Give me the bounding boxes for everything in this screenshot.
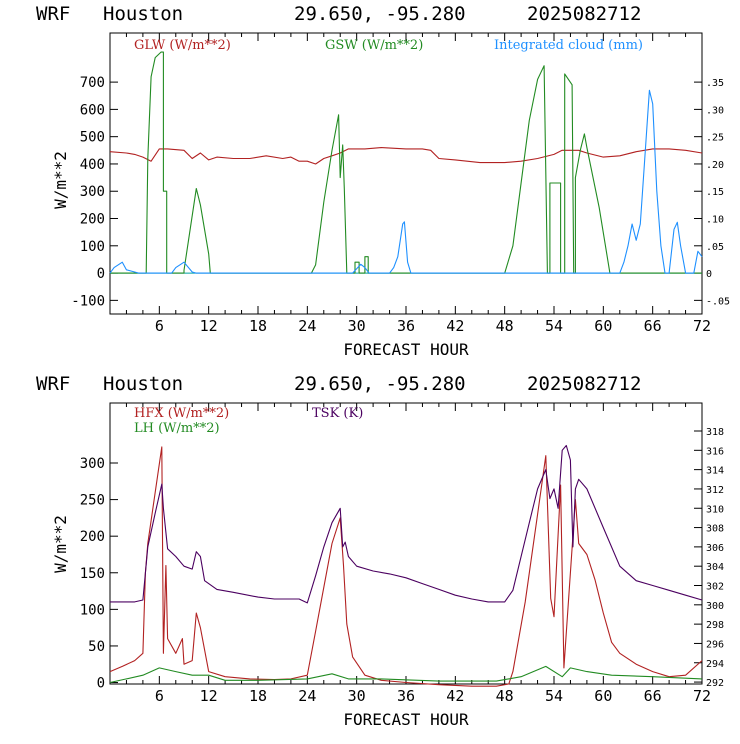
panel1-y-axis-title: W/m**2 (51, 151, 70, 209)
panel1-coords-label: 29.650, -95.280 (294, 3, 466, 25)
panel2-legend-tsk: TSK (K) (312, 406, 363, 421)
p2-xtick-label: 54 (545, 687, 563, 705)
panel1-model-label: WRF (36, 3, 70, 25)
p1-ytick-left-label: 500 (80, 130, 105, 146)
panel1-left-y-axis: -100 0 100 200 300 400 500 600 700 (71, 75, 118, 309)
p1-ytick-left-label: 0 (97, 266, 105, 282)
p2-ytick-left-label: 150 (80, 566, 105, 582)
p1-ytick-left-label: 600 (80, 102, 105, 118)
p2-ytick-right-label: 318 (706, 427, 724, 438)
p1-ytick-right-label: .20 (706, 160, 724, 171)
panel2-legend-lh: LH (W/m**2) (134, 421, 220, 436)
panel1-location-label: Houston (103, 3, 183, 25)
p2-xtick-label: 24 (298, 687, 316, 705)
panel1-x-axis-title: FORECAST HOUR (343, 340, 469, 359)
p2-ytick-right-label: 302 (706, 582, 724, 593)
panel1-legend-glw: GLW (W/m**2) (134, 38, 231, 53)
p1-xtick-label: 12 (200, 317, 218, 335)
panel2-x-axis: 6 12 18 24 30 36 42 48 54 60 66 72 (125, 403, 711, 705)
p2-xtick-label: 18 (249, 687, 267, 705)
p2-ytick-right-label: 298 (706, 620, 724, 631)
p1-ytick-left-label: -100 (71, 293, 105, 309)
p1-series-glw-w-m-2 (109, 147, 703, 165)
p2-ytick-right-label: 304 (706, 562, 724, 573)
p1-series-gsw-w-m-2 (110, 51, 702, 274)
p1-xtick-label: 6 (155, 317, 164, 335)
panel2-legend-hfx: HFX (W/m**2) (134, 406, 229, 421)
p1-ytick-right-label: 0 (706, 269, 712, 280)
p1-xtick-label: 48 (496, 317, 514, 335)
p2-xtick-label: 48 (496, 687, 514, 705)
panel1-x-axis: 6 12 18 24 30 36 42 48 54 60 66 72 (125, 33, 711, 335)
panel2-right-y-axis: 292 294 296 298 300 302 304 306 308 310 312 314 316 3… (694, 427, 724, 689)
p2-ytick-left-label: 300 (80, 456, 105, 472)
panel2-y-axis-title: W/m**2 (51, 515, 70, 573)
p2-ytick-left-label: 250 (80, 493, 105, 509)
panel1-legend-cloud: Integrated cloud (mm) (494, 38, 643, 53)
p2-ytick-left-label: 50 (88, 639, 105, 655)
panel2-location-label: Houston (103, 373, 183, 395)
panel1-right-y-axis: -.05 0 .05 .10 .15 .20 .25 .30 .35 (694, 78, 730, 307)
p1-ytick-left-label: 300 (80, 184, 105, 200)
p2-ytick-right-label: 308 (706, 524, 724, 535)
p2-xtick-label: 42 (446, 687, 464, 705)
p1-xtick-label: 60 (594, 317, 612, 335)
p2-series-tsk-k (110, 444, 703, 604)
p2-xtick-label: 6 (155, 687, 164, 705)
p1-ytick-left-label: 700 (80, 75, 105, 91)
panel2-coords-label: 29.650, -95.280 (294, 373, 466, 395)
p1-xtick-label: 66 (644, 317, 662, 335)
panel2-series-group (109, 444, 703, 687)
p2-xtick-label: 12 (200, 687, 218, 705)
p1-ytick-right-label: .30 (706, 105, 724, 116)
p2-ytick-right-label: 316 (706, 446, 724, 457)
p2-ytick-right-label: 314 (706, 466, 724, 477)
p1-xtick-label: 42 (446, 317, 464, 335)
panel1-init-label: 2025082712 (527, 3, 641, 25)
p2-xtick-label: 60 (594, 687, 612, 705)
p2-ytick-right-label: 292 (706, 678, 724, 689)
p2-ytick-right-label: 294 (706, 659, 724, 670)
p1-xtick-label: 36 (397, 317, 415, 335)
p1-ytick-right-label: .35 (706, 78, 724, 89)
p1-xtick-label: 72 (693, 317, 711, 335)
p1-xtick-label: 24 (298, 317, 316, 335)
panel2-x-axis-title: FORECAST HOUR (343, 710, 469, 729)
p1-ytick-right-label: .15 (706, 187, 724, 198)
p2-series-lh-w-m-2 (109, 665, 703, 684)
p2-ytick-right-label: 296 (706, 639, 724, 650)
p1-series-integrated-cloud-mm (109, 89, 703, 274)
panel1-legend-gsw: GSW (W/m**2) (325, 38, 423, 53)
p1-ytick-right-label: .25 (706, 133, 724, 144)
p1-xtick-label: 18 (249, 317, 267, 335)
p2-ytick-left-label: 0 (97, 676, 105, 692)
p2-ytick-right-label: 306 (706, 543, 724, 554)
p1-ytick-right-label: -.05 (706, 296, 730, 307)
panel2-init-label: 2025082712 (527, 373, 641, 395)
p1-ytick-right-label: .05 (706, 242, 724, 253)
panel2-left-y-axis: 0 50 100 150 200 250 300 (80, 456, 118, 692)
p2-xtick-label: 66 (644, 687, 662, 705)
p1-ytick-left-label: 400 (80, 157, 105, 173)
p2-ytick-right-label: 300 (706, 601, 724, 612)
p1-ytick-left-label: 200 (80, 212, 105, 228)
p1-ytick-right-label: .10 (706, 215, 724, 226)
p1-xtick-label: 30 (348, 317, 366, 335)
panel2-model-label: WRF (36, 373, 70, 395)
p2-series-hfx-w-m-2 (109, 446, 703, 687)
p1-ytick-left-label: 100 (80, 239, 105, 255)
p2-ytick-left-label: 100 (80, 602, 105, 618)
p1-xtick-label: 54 (545, 317, 563, 335)
panel1-series-group (109, 51, 703, 274)
p2-ytick-right-label: 312 (706, 485, 724, 496)
p2-xtick-label: 72 (693, 687, 711, 705)
p2-xtick-label: 30 (348, 687, 366, 705)
p2-ytick-right-label: 310 (706, 504, 724, 515)
p2-ytick-left-label: 200 (80, 529, 105, 545)
p2-xtick-label: 36 (397, 687, 415, 705)
